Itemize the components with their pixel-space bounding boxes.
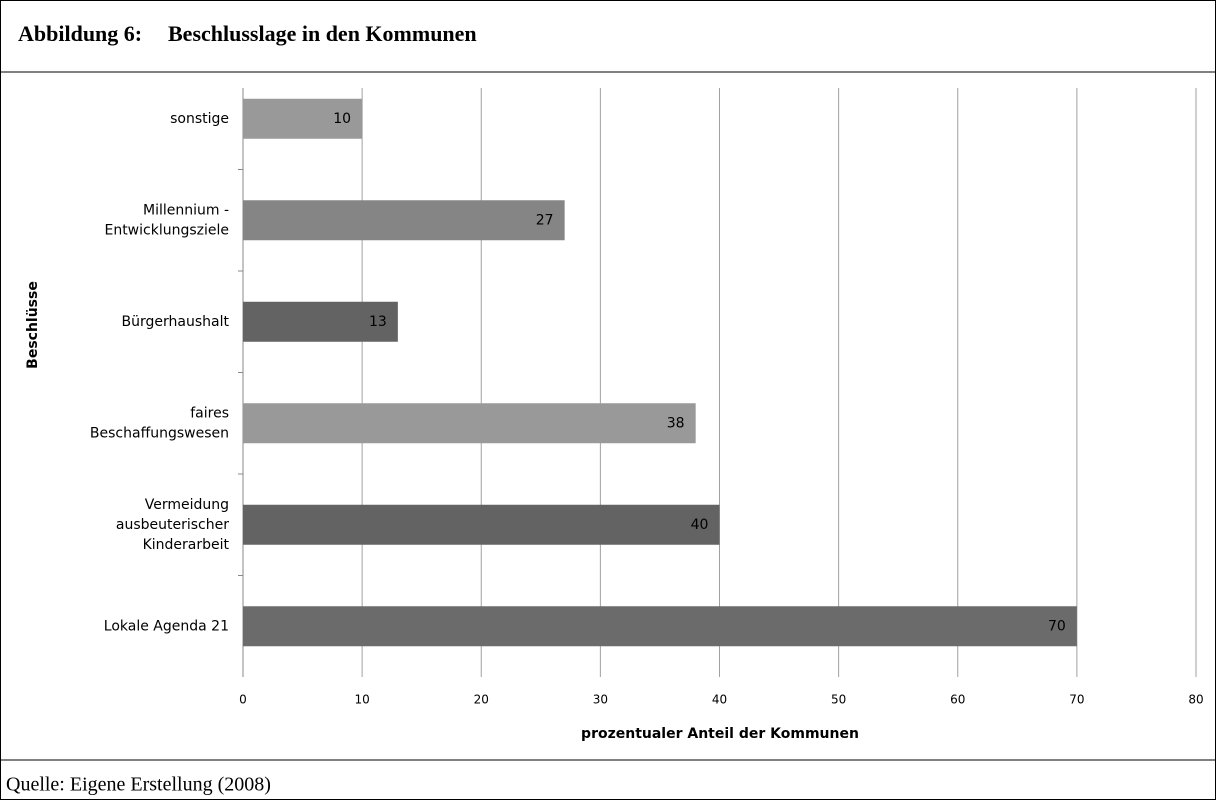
bar xyxy=(243,98,363,139)
x-tick-label: 80 xyxy=(1188,693,1203,707)
y-tick-label: Bürgerhaushalt xyxy=(122,314,230,330)
data-label: 27 xyxy=(536,212,554,228)
y-tick-label: Millennium -Entwicklungsziele xyxy=(104,202,229,238)
data-label: 13 xyxy=(369,314,387,330)
data-label: 10 xyxy=(333,111,351,127)
x-tick-label: 30 xyxy=(593,693,608,707)
x-tick-label: 50 xyxy=(831,693,846,707)
data-label: 38 xyxy=(667,415,685,431)
x-tick-label: 40 xyxy=(712,693,727,707)
x-tick-label: 0 xyxy=(239,693,247,707)
y-axis-title: Beschlüsse xyxy=(25,281,41,369)
y-tick-label: sonstige xyxy=(170,111,229,127)
y-tick-label: Lokale Agenda 21 xyxy=(104,618,229,634)
figure-label: Abbildung 6: xyxy=(18,21,142,46)
x-tick-label: 20 xyxy=(474,693,489,707)
x-tick-label: 60 xyxy=(950,693,965,707)
data-label: 40 xyxy=(691,517,709,533)
x-tick-label: 10 xyxy=(354,693,369,707)
x-axis-title: prozentualer Anteil der Kommunen xyxy=(581,726,859,742)
bar xyxy=(243,403,696,444)
y-tick-label: Vermeidung ausbeuterischer Kinderarbeit xyxy=(116,497,230,553)
chart-title: Beschlusslage in den Kommunen xyxy=(168,21,477,46)
y-tick-label: faires Beschaffungswesen xyxy=(90,405,229,441)
data-label: 70 xyxy=(1048,618,1066,634)
x-tick-label: 70 xyxy=(1069,693,1084,707)
bar xyxy=(243,504,720,545)
bar xyxy=(243,301,398,342)
bar xyxy=(243,200,565,241)
bar xyxy=(243,606,1077,647)
source: Quelle: Eigene Erstellung (2008) xyxy=(6,774,271,796)
